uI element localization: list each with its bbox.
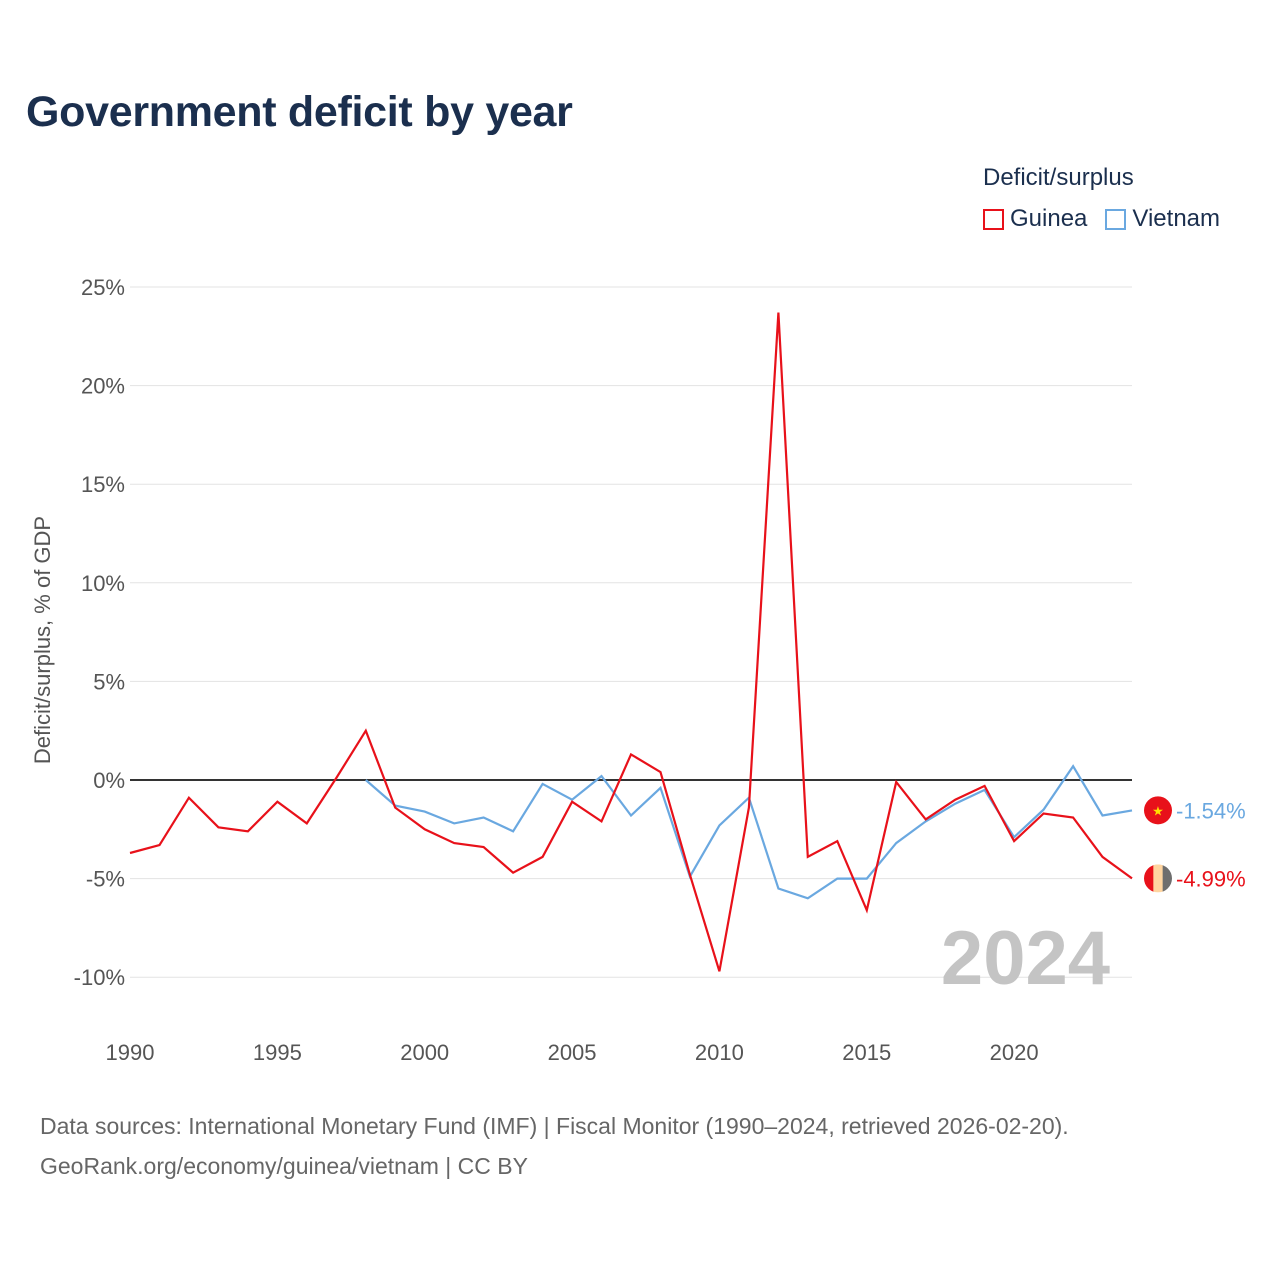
source-line-2: GeoRank.org/economy/guinea/vietnam | CC … bbox=[40, 1153, 528, 1179]
flag-icon-vietnam: ★ bbox=[1144, 796, 1172, 825]
y-tick-label: 0% bbox=[93, 768, 125, 793]
legend-swatch-vietnam bbox=[1105, 208, 1127, 230]
source-note: Data sources: International Monetary Fun… bbox=[40, 1106, 1069, 1186]
year-watermark: 2024 bbox=[941, 916, 1110, 1001]
chart-title: Government deficit by year bbox=[26, 88, 573, 136]
end-label-vietnam: -1.54% bbox=[1176, 798, 1246, 823]
x-tick-label: 1995 bbox=[253, 1040, 302, 1065]
legend-label-guinea: Guinea bbox=[1010, 205, 1088, 232]
source-line-1: Data sources: International Monetary Fun… bbox=[40, 1113, 1069, 1139]
series-line-guinea bbox=[129, 312, 1133, 972]
y-tick-label: 5% bbox=[93, 669, 125, 694]
legend-label-vietnam: Vietnam bbox=[1132, 205, 1220, 232]
x-tick-label: 2020 bbox=[990, 1040, 1039, 1065]
y-axis-label: Deficit/surplus, % of GDP bbox=[30, 516, 55, 764]
y-tick-label: 20% bbox=[81, 374, 125, 399]
y-tick-label: -10% bbox=[74, 965, 125, 990]
y-tick-label: 15% bbox=[81, 472, 125, 497]
x-tick-label: 1990 bbox=[106, 1040, 155, 1065]
x-tick-label: 2005 bbox=[548, 1040, 597, 1065]
svg-text:★: ★ bbox=[1152, 804, 1164, 819]
end-label-guinea: -4.99% bbox=[1176, 866, 1246, 891]
legend-item-guinea[interactable]: Guinea bbox=[983, 205, 1087, 233]
x-tick-label: 2010 bbox=[695, 1040, 744, 1065]
y-tick-label: 10% bbox=[81, 571, 125, 596]
legend-swatch-guinea bbox=[983, 208, 1004, 230]
legend-item-vietnam[interactable]: Vietnam bbox=[1105, 205, 1220, 233]
legend: Guinea Vietnam bbox=[983, 205, 1238, 233]
x-tick-label: 2000 bbox=[400, 1040, 449, 1065]
y-tick-label: 25% bbox=[81, 275, 125, 300]
legend-title: Deficit/surplus bbox=[983, 164, 1134, 191]
x-tick-label: 2015 bbox=[842, 1040, 891, 1065]
y-tick-label: -5% bbox=[86, 867, 125, 892]
flag-icon-guinea bbox=[1144, 864, 1172, 893]
